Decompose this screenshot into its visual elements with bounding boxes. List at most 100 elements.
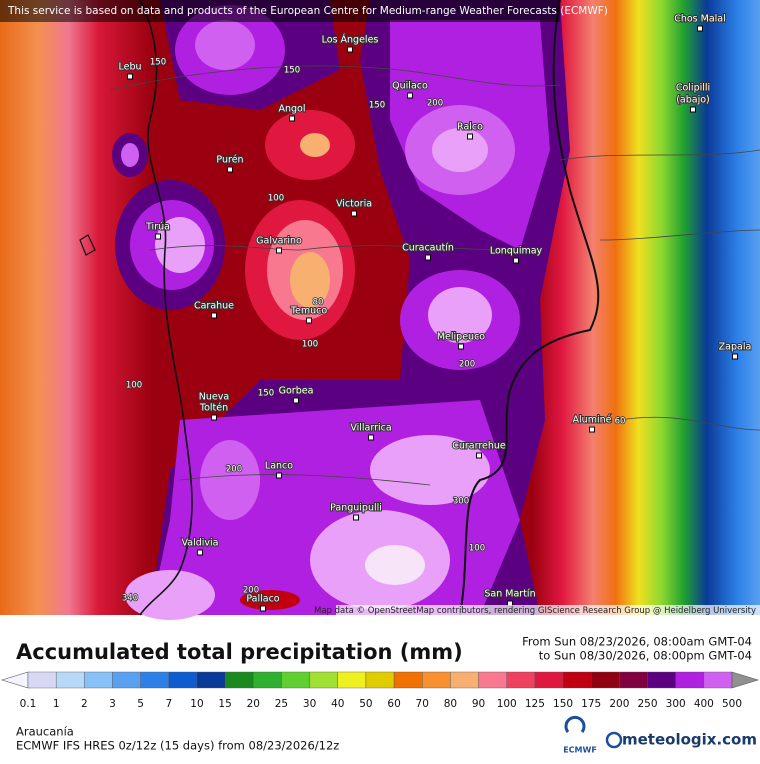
- place-marker: [368, 434, 374, 441]
- chart-title: Accumulated total precipitation (mm): [16, 640, 463, 664]
- date-to: to Sun 08/30/2026, 08:00pm GMT-04: [539, 649, 752, 663]
- map: Chos Malal Los Ángeles Lebu Quilaco Colipill…: [0, 0, 760, 620]
- place-marker: [211, 414, 217, 421]
- legend-swatch: [253, 671, 282, 689]
- model-info: ECMWF IFS HRES 0z/12z (15 days) from 08/…: [16, 739, 339, 753]
- place-label: Curacautín: [402, 243, 454, 254]
- brand: meteologix.com: [622, 731, 757, 749]
- place-marker: [351, 210, 357, 217]
- legend-swatch: [422, 671, 451, 689]
- legend-label: 30: [303, 698, 316, 710]
- place-label: Quilaco: [392, 81, 428, 92]
- legend-arrow-right: [731, 671, 760, 689]
- legend-swatch: [224, 671, 254, 689]
- contour-label: 200: [459, 360, 475, 370]
- legend-label: 70: [416, 698, 429, 710]
- place-marker: [306, 317, 312, 324]
- place-marker: [260, 605, 266, 612]
- ecmwf-text: ECMWF: [563, 746, 597, 755]
- place-marker: [732, 353, 738, 360]
- legend-label: 20: [247, 698, 260, 710]
- legend-swatch: [534, 671, 564, 689]
- place-label: San Martín: [484, 589, 535, 600]
- legend-label: 400: [694, 698, 714, 710]
- legend-swatch: [506, 671, 536, 689]
- legend-swatch: [393, 671, 423, 689]
- map-credit: Map data © OpenStreetMap contributors, r…: [314, 606, 756, 616]
- date-from: From Sun 08/23/2026, 08:00am GMT-04: [522, 635, 752, 649]
- place-label: Lebu: [118, 62, 141, 73]
- place-label: Temuco: [290, 306, 328, 317]
- contour-labels: 150 150 150 200 100 80 100 100 150 200 60 200 300 100…: [121, 57, 626, 605]
- legend-swatch: [450, 671, 479, 689]
- place-label: Panguipulli: [330, 503, 382, 514]
- place-label: Chos Malal: [674, 14, 726, 25]
- legend-label: 100: [497, 698, 517, 710]
- contour-label: 80: [313, 298, 324, 308]
- legend-swatch: [675, 671, 705, 689]
- place-label: Villarrica: [350, 423, 391, 434]
- legend-label: 40: [331, 698, 344, 710]
- contour-label: 150: [284, 66, 300, 76]
- place-label: Los Ángeles: [322, 34, 379, 46]
- place-label: Nueva: [199, 392, 229, 403]
- legend-label: 25: [275, 698, 288, 710]
- place-marker: [467, 133, 473, 140]
- contour-label: 150: [369, 101, 385, 111]
- contour-label: 340: [122, 594, 138, 604]
- legend-label: 250: [637, 698, 657, 710]
- place-label: Gorbea: [279, 386, 314, 397]
- place-label: Curarrehue: [452, 441, 506, 452]
- place-label: Pallaco: [246, 594, 279, 605]
- region: Araucanía: [16, 725, 74, 739]
- legend-label: 5: [137, 698, 144, 710]
- ecmwf-logo: ECMWF: [563, 715, 597, 755]
- legend-label: 125: [525, 698, 545, 710]
- place-label: Angol: [278, 104, 305, 115]
- legend-label: 175: [581, 698, 601, 710]
- borders: [79, 0, 760, 616]
- place-label: Toltén: [199, 403, 228, 414]
- attribution-bg: [0, 0, 560, 22]
- place-label: Zapala: [719, 342, 752, 353]
- contour-label: 100: [126, 381, 142, 391]
- contour-label: 200: [243, 586, 259, 596]
- place-labels: Chos Malal Los Ángeles Lebu Quilaco Colipill…: [117, 13, 752, 612]
- place-label: Aluminé: [573, 415, 612, 426]
- place-marker: [690, 106, 696, 113]
- credit-bg: [336, 605, 760, 615]
- place-label: (abajo): [676, 95, 710, 106]
- place-marker: [347, 46, 353, 53]
- brand-icon: [605, 731, 623, 749]
- legend-swatch: [591, 671, 620, 689]
- place-label: Tirúa: [145, 222, 170, 233]
- contour-label: 300: [453, 497, 469, 507]
- place-label: Melipeuco: [437, 332, 485, 343]
- place-marker: [589, 426, 595, 433]
- legend-swatch: [55, 671, 85, 689]
- place-marker: [227, 166, 233, 173]
- legend-label: 90: [472, 698, 485, 710]
- place-marker: [458, 343, 464, 350]
- legend-label: 0.1: [20, 698, 37, 710]
- contour-label: 100: [268, 194, 284, 204]
- legend-label: 7: [165, 698, 172, 710]
- legend-swatch: [619, 671, 648, 689]
- legend-label: 1: [53, 698, 60, 710]
- legend-label: 150: [553, 698, 573, 710]
- place-marker: [293, 397, 299, 404]
- legend-label: 15: [218, 698, 231, 710]
- place-label: Lonquimay: [490, 246, 543, 257]
- legend-label: 50: [359, 698, 372, 710]
- legend-swatch: [647, 671, 676, 689]
- legend-swatch: [196, 671, 226, 689]
- contour-label: 200: [427, 99, 443, 109]
- place-marker: [127, 73, 133, 80]
- place-marker: [155, 233, 161, 240]
- legend-label: 10: [190, 698, 203, 710]
- legend-arrow-left: [0, 671, 29, 689]
- legend-swatch: [309, 671, 338, 689]
- legend-swatch: [112, 671, 141, 689]
